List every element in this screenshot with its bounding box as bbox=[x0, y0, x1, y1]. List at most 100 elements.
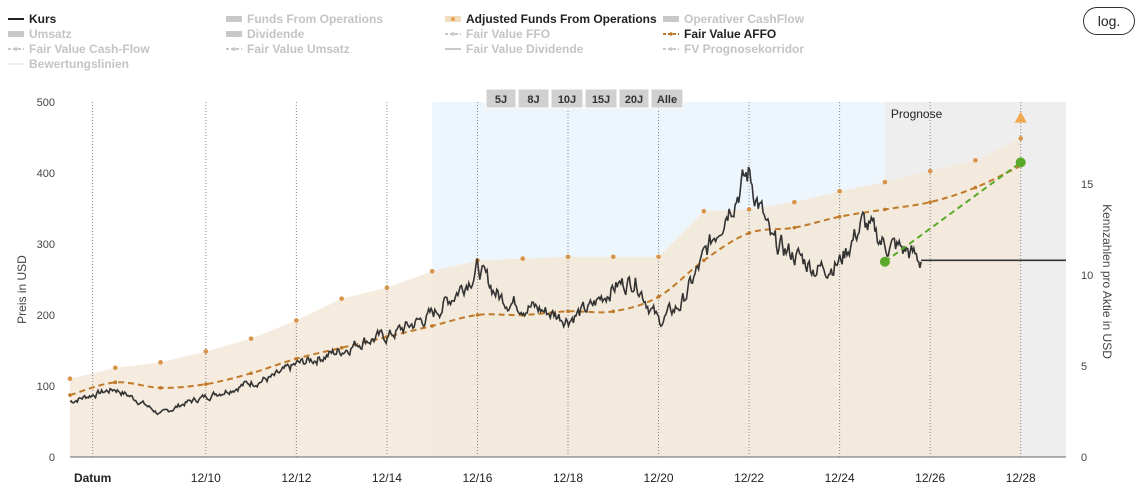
affo-point bbox=[203, 349, 209, 354]
affo-point bbox=[610, 254, 616, 260]
range-button-15j[interactable]: 15J bbox=[584, 88, 618, 109]
legend-item-fair-value-affo[interactable]: Fair Value AFFO bbox=[663, 27, 776, 41]
x-tick-label: 12/24 bbox=[825, 471, 855, 485]
range-button-5j[interactable]: 5J bbox=[485, 88, 517, 109]
range-button-20j[interactable]: 20J bbox=[618, 88, 650, 109]
affo-point bbox=[882, 179, 888, 185]
legend-item-fv-prognosekorridor[interactable]: FV Prognosekorridor bbox=[663, 42, 804, 56]
range-button-label: 8J bbox=[527, 94, 539, 106]
range-button-label: 20J bbox=[625, 94, 643, 106]
legend-symbol-icon bbox=[663, 32, 679, 36]
legend-item-fair-value-umsatz[interactable]: Fair Value Umsatz bbox=[226, 42, 350, 56]
x-tick-label: Datum bbox=[74, 471, 111, 485]
y-right-tick-label: 15 bbox=[1081, 179, 1093, 191]
affo-point bbox=[792, 199, 797, 205]
price-line bbox=[69, 166, 922, 416]
affo-point bbox=[520, 256, 526, 261]
affo-point bbox=[746, 207, 752, 212]
legend-item-fair-value-ffo[interactable]: Fair Value FFO bbox=[445, 27, 550, 41]
legend-symbol-icon bbox=[8, 47, 24, 51]
x-tick-label: 12/22 bbox=[734, 471, 764, 485]
legend-item-fair-value-cash-flow[interactable]: Fair Value Cash-Flow bbox=[8, 42, 150, 56]
range-button-background bbox=[650, 88, 684, 109]
affo-point bbox=[339, 296, 344, 301]
legend-label: Kurs bbox=[29, 12, 57, 26]
legend-label: Umsatz bbox=[29, 27, 72, 41]
fair-value-affo-point bbox=[837, 214, 842, 219]
fair-value-affo-point bbox=[928, 200, 932, 204]
legend-label: Fair Value FFO bbox=[466, 27, 551, 41]
legend-item-operativer-cashflow[interactable]: Operativer CashFlow bbox=[663, 12, 804, 26]
legend-label: Dividende bbox=[247, 27, 305, 41]
legend-item-adjusted-funds-from-operations[interactable]: Adjusted Funds From Operations bbox=[445, 12, 657, 26]
affo-point bbox=[837, 188, 842, 194]
x-tick-label: 12/20 bbox=[644, 471, 674, 485]
chart-legend: Kurs Funds From Operations Adjusted Funds … bbox=[8, 12, 1068, 74]
fair-value-affo-point bbox=[611, 309, 616, 314]
y-right-tick-label: 5 bbox=[1081, 361, 1087, 373]
legend-label: Bewertungslinien bbox=[29, 57, 130, 71]
legend-item-bewertungslinien[interactable]: Bewertungslinien bbox=[8, 57, 129, 71]
affo-point bbox=[701, 208, 707, 214]
legend-symbol-icon bbox=[226, 16, 242, 22]
legend-item-funds-from-operations[interactable]: Funds From Operations bbox=[226, 12, 383, 26]
forecast-line bbox=[884, 161, 1022, 263]
x-tick-label: 12/18 bbox=[553, 471, 583, 485]
y-left-tick-label: 200 bbox=[37, 310, 55, 322]
range-button-label: 15J bbox=[592, 94, 610, 106]
range-button-background bbox=[550, 88, 584, 109]
affo-point bbox=[973, 157, 978, 163]
forecast-start-point bbox=[879, 256, 890, 267]
fair-value-affo-point bbox=[883, 207, 887, 212]
range-button-background bbox=[517, 88, 550, 109]
affo-point bbox=[158, 360, 163, 365]
range-button-alle[interactable]: Alle bbox=[650, 88, 684, 109]
legend-symbol-icon bbox=[8, 18, 24, 20]
legend-label: Fair Value Dividende bbox=[466, 42, 584, 56]
affo-point bbox=[67, 376, 73, 382]
fair-value-affo-point bbox=[792, 225, 797, 230]
y-left-tick-label: 100 bbox=[37, 381, 55, 393]
affo-point bbox=[384, 285, 390, 290]
log-scale-button[interactable]: log. bbox=[1083, 7, 1135, 35]
legend-item-fair-value-dividende[interactable]: Fair Value Dividende bbox=[445, 42, 583, 56]
legend-item-dividende[interactable]: Dividende bbox=[226, 27, 304, 41]
fair-value-affo-point bbox=[68, 393, 72, 397]
x-tick-label: 12/12 bbox=[281, 471, 311, 485]
legend-item-kurs[interactable]: Kurs bbox=[8, 12, 56, 26]
range-button-10j[interactable]: 10J bbox=[550, 88, 584, 109]
affo-point bbox=[429, 269, 435, 274]
legend-symbol-icon bbox=[8, 31, 24, 37]
legend-label: FV Prognosekorridor bbox=[684, 42, 805, 56]
affo-point bbox=[248, 336, 254, 341]
fair-value-affo-point bbox=[339, 345, 344, 350]
x-tick-label: 12/26 bbox=[915, 471, 945, 485]
legend-label: Operativer CashFlow bbox=[684, 12, 805, 26]
legend-symbol-icon bbox=[663, 47, 679, 51]
legend-symbol-icon bbox=[226, 47, 242, 51]
x-tick-label: 12/16 bbox=[462, 471, 492, 485]
fair-value-affo-point bbox=[249, 371, 253, 376]
forecast-end-point bbox=[1015, 157, 1026, 168]
affo-point bbox=[565, 254, 571, 260]
fair-value-affo-point bbox=[475, 313, 480, 317]
affo-point bbox=[1018, 136, 1024, 141]
legend-symbol-icon bbox=[226, 31, 242, 37]
legend-symbol-icon bbox=[445, 32, 461, 36]
affo-point bbox=[927, 168, 933, 174]
legend-label: Adjusted Funds From Operations bbox=[466, 12, 657, 26]
fair-value-affo-point bbox=[566, 309, 570, 314]
fair-value-affo-point bbox=[973, 185, 978, 190]
legend-item-umsatz[interactable]: Umsatz bbox=[8, 27, 72, 41]
fair-value-affo-point bbox=[113, 380, 118, 385]
y-right-tick-label: 10 bbox=[1081, 270, 1093, 282]
affo-point bbox=[112, 365, 118, 371]
y-left-tick-label: 500 bbox=[37, 97, 55, 109]
legend-symbol-icon bbox=[445, 48, 461, 50]
affo-area bbox=[70, 138, 1021, 457]
affo-point bbox=[294, 318, 299, 323]
legend-label: Fair Value AFFO bbox=[684, 27, 777, 41]
fair-value-affo-point bbox=[702, 258, 706, 263]
range-button-8j[interactable]: 8J bbox=[517, 88, 550, 109]
